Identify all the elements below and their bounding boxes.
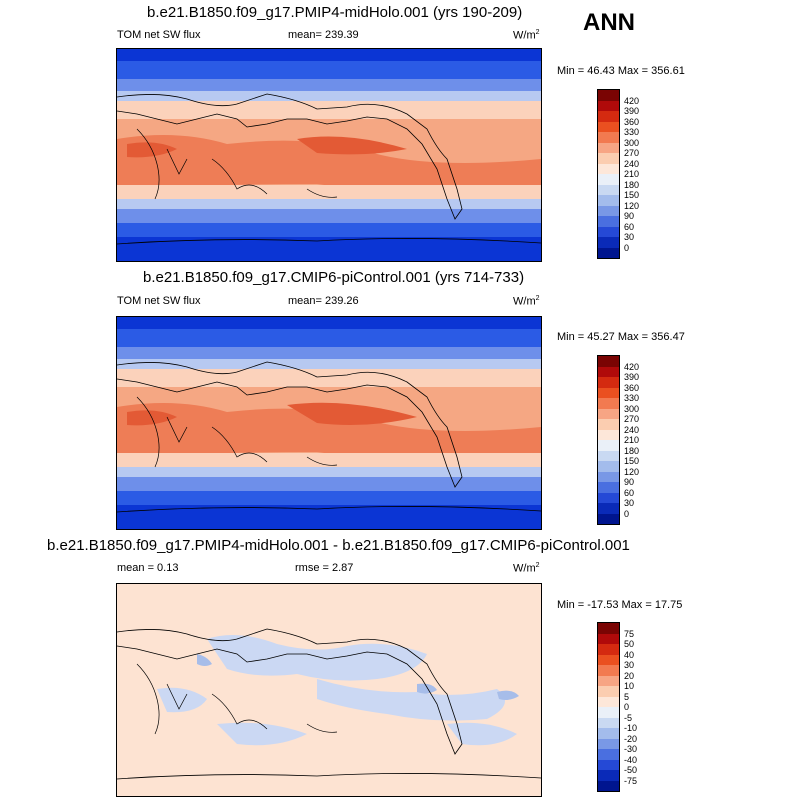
panel2-colorbar	[597, 355, 620, 525]
panel3-colorbar	[597, 622, 620, 792]
panel1-tick-label: 0	[624, 243, 630, 253]
panel3-tick-label: -40	[624, 755, 638, 765]
panel2-mean-label: mean= 239.26	[288, 295, 359, 307]
panel2-tick-label: 210	[624, 435, 640, 445]
panel1-tick-label: 270	[624, 148, 640, 158]
panel2-tick-label: 390	[624, 372, 640, 382]
panel3-tick-label: -75	[624, 776, 638, 786]
panel1-tick-label: 150	[624, 190, 640, 200]
panel1-colorbar	[597, 89, 620, 259]
panel3-tick-label: -50	[624, 765, 638, 775]
panel1-map	[116, 48, 542, 262]
panel3-tick-label: 20	[624, 671, 635, 681]
panel1-units: W/m2	[513, 29, 540, 42]
panel2-variable-label: TOM net SW flux	[117, 295, 201, 307]
panel2-tick-label: 150	[624, 456, 640, 466]
panel1-tick-label: 180	[624, 180, 640, 190]
panel1-tick-label: 420	[624, 96, 640, 106]
panel3-tick-label: -20	[624, 734, 638, 744]
panel3-map	[116, 583, 542, 797]
season-label: ANN	[583, 9, 635, 36]
panel1-tick-label: 390	[624, 106, 640, 116]
panel3-tick-label: 75	[624, 629, 635, 639]
panel3-mean-label: mean = 0.13	[117, 562, 179, 574]
panel1-tick-label: 330	[624, 127, 640, 137]
panel3-tick-label: 40	[624, 650, 635, 660]
panel2-minmax: Min = 45.27 Max = 356.47	[557, 331, 685, 343]
panel2-tick-label: 120	[624, 467, 640, 477]
panel3-tick-label: 50	[624, 639, 635, 649]
panel1-mean-label: mean= 239.39	[288, 29, 359, 41]
panel3-rmse-label: rmse = 2.87	[295, 562, 354, 574]
panel2-tick-label: 180	[624, 446, 640, 456]
panel2-tick-label: 90	[624, 477, 635, 487]
panel3-tick-label: 30	[624, 660, 635, 670]
panel3-minmax: Min = -17.53 Max = 17.75	[557, 599, 683, 611]
panel2-tick-label: 300	[624, 404, 640, 414]
panel1-tick-label: 210	[624, 169, 640, 179]
panel2-units: W/m2	[513, 295, 540, 308]
panel1-tick-label: 30	[624, 232, 635, 242]
panel3-tick-label: -30	[624, 744, 638, 754]
panel2-tick-label: 60	[624, 488, 635, 498]
panel1-variable-label: TOM net SW flux	[117, 29, 201, 41]
panel2-title: b.e21.B1850.f09_g17.CMIP6-piControl.001 …	[143, 269, 525, 286]
panel2-tick-label: 240	[624, 425, 640, 435]
panel1-tick-label: 90	[624, 211, 635, 221]
panel1-tick-label: 120	[624, 201, 640, 211]
panel1-tick-label: 300	[624, 138, 640, 148]
panel3-tick-label: 5	[624, 692, 630, 702]
panel1-tick-label: 60	[624, 222, 635, 232]
panel3-title: b.e21.B1850.f09_g17.PMIP4-midHolo.001 - …	[47, 537, 630, 554]
panel3-units: W/m2	[513, 562, 540, 575]
panel2-tick-label: 360	[624, 383, 640, 393]
panel2-tick-label: 330	[624, 393, 640, 403]
panel1-tick-label: 240	[624, 159, 640, 169]
panel3-tick-label: -10	[624, 723, 638, 733]
panel3-tick-label: 10	[624, 681, 635, 691]
panel2-tick-label: 270	[624, 414, 640, 424]
panel3-tick-label: -5	[624, 713, 633, 723]
panel2-tick-label: 0	[624, 509, 630, 519]
panel2-tick-label: 420	[624, 362, 640, 372]
panel2-tick-label: 30	[624, 498, 635, 508]
panel2-map	[116, 316, 542, 530]
panel1-minmax: Min = 46.43 Max = 356.61	[557, 65, 685, 77]
panel3-tick-label: 0	[624, 702, 630, 712]
panel1-tick-label: 360	[624, 117, 640, 127]
panel1-title: b.e21.B1850.f09_g17.PMIP4-midHolo.001 (y…	[147, 4, 523, 21]
